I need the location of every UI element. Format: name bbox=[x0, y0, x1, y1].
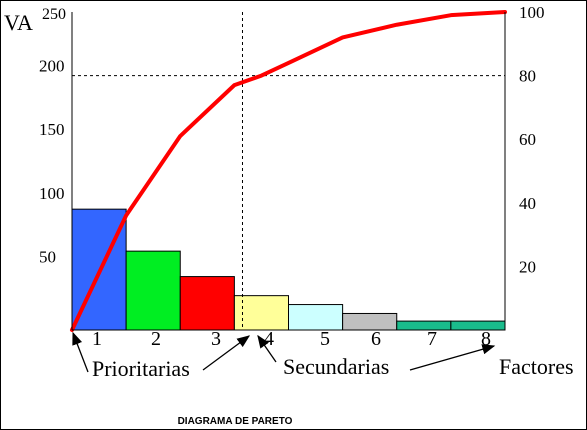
y-axis-label: VA bbox=[4, 10, 33, 35]
arrow-prioritarias-left bbox=[72, 331, 89, 373]
y-tick-label-250: 250 bbox=[42, 6, 66, 23]
y-tick-label-50: 50 bbox=[39, 247, 56, 266]
arrow-secundarias-left bbox=[257, 334, 277, 363]
category-label-8: 8 bbox=[481, 328, 491, 350]
bar-6 bbox=[342, 312, 398, 331]
bar-5 bbox=[288, 304, 344, 331]
annotation-prioritarias: Prioritarias bbox=[92, 356, 190, 381]
category-label-1: 1 bbox=[92, 328, 102, 350]
y-tick-label-150: 150 bbox=[39, 120, 65, 139]
y-tick-label-200: 200 bbox=[39, 57, 65, 76]
y2-tick-label-20: 20 bbox=[519, 257, 536, 276]
cumulative-percent-line bbox=[70, 10, 507, 332]
category-label-5: 5 bbox=[320, 328, 330, 350]
category-label-6: 6 bbox=[371, 328, 381, 350]
y2-tick-label-40: 40 bbox=[519, 194, 536, 213]
bar-3 bbox=[179, 276, 235, 331]
y-tick-label-100: 100 bbox=[39, 184, 65, 203]
bar-8 bbox=[450, 320, 506, 331]
bar-2 bbox=[125, 250, 181, 331]
y2-tick-label-60: 60 bbox=[519, 130, 536, 149]
chart-title: DIAGRAMA DE PARETO bbox=[178, 416, 293, 427]
category-label-7: 7 bbox=[427, 328, 437, 350]
annotation-secundarias: Secundarias bbox=[283, 354, 389, 379]
category-label-2: 2 bbox=[151, 328, 161, 350]
y2-tick-label-100: 100 bbox=[519, 3, 545, 22]
bar-7 bbox=[396, 320, 452, 331]
category-label-3: 3 bbox=[211, 328, 221, 350]
annotation-factores: Factores bbox=[499, 354, 574, 379]
arrow-prioritarias-right bbox=[202, 335, 251, 371]
category-label-4: 4 bbox=[264, 328, 274, 350]
y2-tick-label-80: 80 bbox=[519, 67, 536, 86]
arrow-secundarias-right bbox=[409, 344, 496, 371]
